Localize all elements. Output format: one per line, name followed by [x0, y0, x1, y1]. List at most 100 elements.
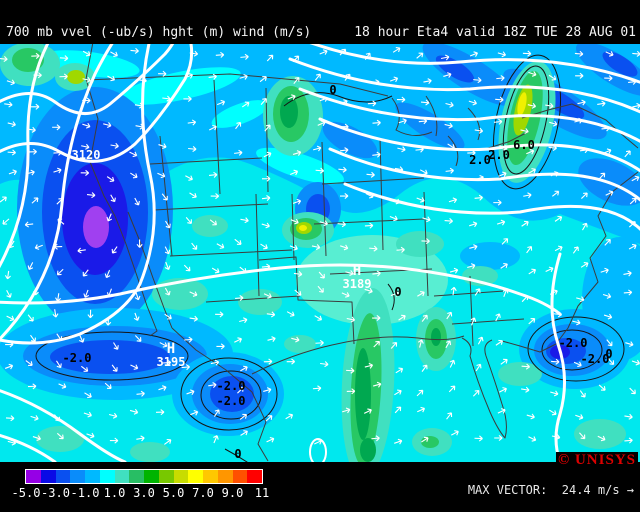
wind-vector-glyph [264, 124, 271, 132]
wind-vector-glyph [602, 293, 612, 299]
wind-vector-glyph [293, 271, 303, 278]
wind-vector-glyph [6, 315, 15, 322]
wind-vector-glyph [553, 311, 563, 318]
wind-vector-glyph [474, 127, 484, 134]
wind-vector-glyph [189, 315, 198, 322]
vvel-contour-label: 6.0 [513, 138, 535, 152]
wind-vector-glyph [364, 52, 371, 60]
height-contour-label: 3195 [157, 355, 186, 369]
wind-vector-glyph [371, 435, 380, 442]
wind-vector-glyph [597, 100, 606, 107]
wind-vector-glyph [289, 245, 298, 251]
wind-vector-glyph [81, 143, 90, 150]
wind-vector-glyph [552, 190, 560, 197]
wind-vector-glyph [339, 192, 349, 200]
wind-vector-glyph [158, 70, 167, 77]
wind-vector-glyph [526, 245, 533, 254]
wind-vector-glyph [549, 120, 558, 127]
wind-vector-glyph [394, 389, 402, 396]
wind-vector-glyph [136, 239, 143, 248]
wind-vector-glyph [183, 95, 192, 102]
wind-vector-glyph [294, 289, 302, 296]
wind-vector-glyph [189, 291, 198, 297]
wind-vector-glyph [628, 78, 637, 85]
wind-vector-glyph [82, 269, 89, 277]
colorbar-tick-label: 7.0 [192, 486, 214, 500]
wind-vector-glyph [444, 217, 453, 225]
wind-vector-glyph [239, 413, 248, 420]
wind-vector-glyph [528, 436, 537, 442]
wind-vector-glyph [446, 311, 453, 320]
wind-vector-glyph [440, 54, 450, 61]
wind-vector-glyph [574, 117, 583, 124]
wind-vector-glyph [4, 363, 14, 370]
wind-vector-glyph [494, 434, 503, 442]
wind-vector-glyph [363, 408, 372, 414]
wind-vector-glyph [417, 291, 425, 297]
wind-vector-glyph [185, 216, 192, 224]
wind-vector-glyph [34, 244, 43, 250]
wind-vector-glyph [240, 365, 248, 372]
wind-vector-glyph [209, 219, 218, 226]
wind-vector-glyph [181, 364, 190, 371]
wind-vector-glyph [208, 124, 217, 131]
wind-vector-glyph [5, 415, 15, 422]
colorbar-segment [85, 470, 100, 483]
wind-vector-glyph [77, 247, 86, 254]
colorbar-segment [173, 470, 189, 483]
wind-vector-glyph [398, 314, 406, 321]
wind-vector-glyph [27, 262, 34, 270]
wind-vector-glyph [394, 438, 403, 445]
wind-vector-glyph [285, 413, 294, 420]
wind-vector-glyph [624, 150, 631, 158]
wind-vector-glyph [183, 264, 191, 272]
wind-vector-glyph [372, 270, 381, 277]
wind-vector-glyph [83, 411, 92, 418]
wind-vector-glyph [83, 289, 90, 298]
wind-vector-glyph [235, 121, 242, 130]
wind-vector-glyph [4, 101, 13, 108]
wind-vector-glyph [497, 51, 506, 58]
wind-vector-glyph [292, 150, 302, 156]
wind-vector-glyph [184, 72, 194, 79]
wind-vector-glyph [495, 96, 504, 103]
wind-vector-glyph [364, 362, 374, 369]
wind-vector-glyph [266, 436, 275, 443]
vvel-colorbar [25, 469, 263, 484]
wind-vector-glyph [265, 415, 273, 422]
wind-vector-glyph [416, 197, 425, 203]
title-bar: 700 mb vvel (-ub/s) hght (m) wind (m/s) … [0, 0, 640, 44]
wind-vector-glyph [450, 286, 457, 296]
wind-vector-glyph [392, 198, 401, 205]
height-contour-label: 3189 [343, 277, 372, 291]
wind-vector-glyph [58, 383, 67, 389]
colorbar-segment [203, 470, 218, 483]
wind-vector-glyph [521, 363, 530, 370]
wind-vector-glyph [130, 364, 139, 370]
wind-vector-glyph [449, 267, 459, 274]
wind-vector-glyph [53, 167, 62, 174]
colorbar-tick-label: 11 [254, 486, 270, 500]
wind-vector-glyph [317, 285, 324, 293]
wind-vector-glyph [581, 192, 588, 199]
wind-vector-glyph [396, 96, 406, 103]
wind-vector-glyph [27, 314, 34, 322]
wind-vector-glyph [373, 340, 380, 348]
wind-vector-glyph [109, 437, 119, 444]
wind-vector-glyph [184, 336, 193, 343]
wind-vector-glyph [158, 385, 167, 391]
wind-vector-glyph [80, 169, 90, 176]
wind-vector-glyph [216, 243, 225, 249]
wind-vector-glyph [582, 222, 588, 231]
wind-vector-glyph [110, 142, 119, 149]
wind-vector-glyph [4, 270, 11, 280]
geo-borders-layer [85, 41, 639, 462]
wind-vector-glyph [138, 77, 147, 84]
wind-vector-glyph [7, 439, 17, 446]
wind-vector-glyph [52, 124, 61, 131]
wind-vector-glyph [287, 94, 296, 100]
colorbar-tick-label: 3.0 [133, 486, 155, 500]
wind-vector-glyph [417, 406, 426, 413]
wind-vector-glyph [338, 166, 347, 173]
wind-vector-glyph [8, 240, 15, 249]
